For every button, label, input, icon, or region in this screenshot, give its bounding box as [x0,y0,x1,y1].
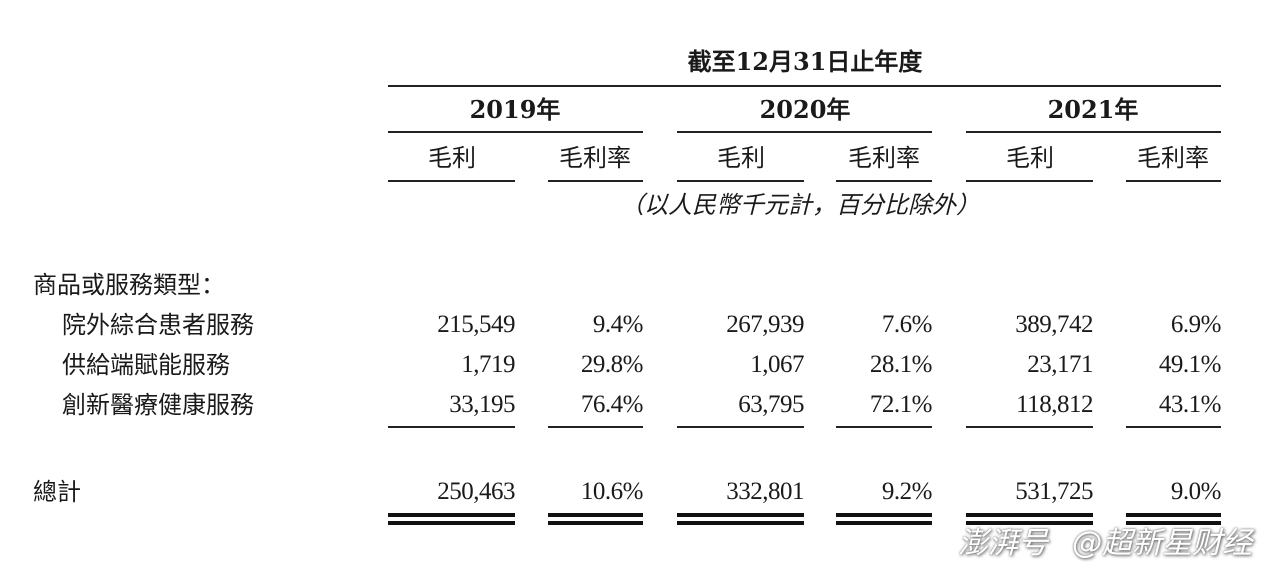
divider [966,521,1093,525]
subcol-gross-profit: 毛利 [428,144,476,172]
divider [677,131,932,133]
table-cell: 28.1% [869,351,933,378]
row-label: 院外綜合患者服務 [62,311,254,339]
divider [548,180,643,182]
total-label: 總計 [33,478,81,506]
total-cell: 9.0% [1170,478,1222,505]
total-cell: 10.6% [580,478,644,505]
divider [388,85,1221,87]
divider [388,131,643,133]
divider [548,521,643,525]
watermark-account: @超新星财经 [1072,526,1252,561]
table-cell: 9.4% [592,311,644,338]
table-cell: 63,795 [738,391,804,418]
period-header: 截至12月31日止年度 [687,47,923,76]
table-cell: 33,195 [449,391,515,418]
subcol-gross-margin: 毛利率 [559,144,631,172]
table-cell: 76.4% [580,391,644,418]
row-label: 供給端賦能服務 [62,351,230,379]
divider [388,521,515,525]
divider [836,180,932,182]
table-cell: 43.1% [1158,391,1222,418]
table-cell: 7.6% [881,311,933,338]
subcol-gross-margin: 毛利率 [1137,144,1209,172]
watermark-logo: 澎湃号 [958,526,1048,561]
divider [966,426,1093,428]
divider [388,513,515,517]
divider [966,513,1093,517]
divider [966,131,1221,133]
divider [1126,513,1221,517]
divider [388,426,515,428]
table-cell: 1,067 [750,351,804,378]
year-header-2021: 2021年 [1047,95,1139,124]
total-cell: 9.2% [881,478,933,505]
divider [677,180,804,182]
divider [388,180,515,182]
table-cell: 389,742 [1015,311,1093,338]
divider [677,426,804,428]
divider [1126,426,1221,428]
divider [548,426,643,428]
table-cell: 215,549 [437,311,515,338]
unit-note: （以人民幣千元計，百分比除外） [620,191,980,219]
subcol-gross-margin: 毛利率 [848,144,920,172]
divider [966,180,1093,182]
year-header-2019: 2019年 [469,95,561,124]
divider [1126,180,1221,182]
year-header-2020: 2020年 [759,95,851,124]
divider [836,521,932,525]
total-cell: 332,801 [726,478,804,505]
table-cell: 118,812 [1016,391,1093,418]
divider [1126,521,1221,525]
table-cell: 72.1% [869,391,933,418]
table-cell: 29.8% [580,351,644,378]
table-cell: 49.1% [1158,351,1222,378]
divider [836,513,932,517]
table-cell: 1,719 [461,351,515,378]
table-cell: 267,939 [726,311,804,338]
total-cell: 531,725 [1015,478,1093,505]
subcol-gross-profit: 毛利 [1006,144,1054,172]
divider [677,513,804,517]
table-cell: 23,171 [1027,351,1093,378]
divider [548,513,643,517]
section-label: 商品或服務類型： [33,271,225,299]
divider [836,426,932,428]
subcol-gross-profit: 毛利 [717,144,765,172]
row-label: 創新醫療健康服務 [62,391,254,419]
total-cell: 250,463 [437,478,515,505]
table-cell: 6.9% [1170,311,1222,338]
divider [677,521,804,525]
